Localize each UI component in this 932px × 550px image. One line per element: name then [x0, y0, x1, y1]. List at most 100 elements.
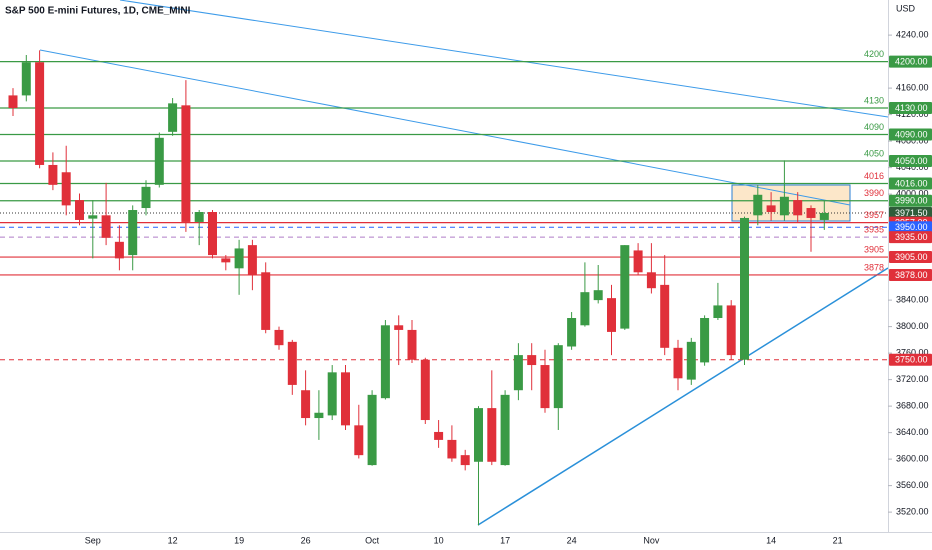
price-tag-label: 3971.50 — [895, 208, 928, 218]
candle-body — [394, 325, 404, 330]
candle-body — [420, 359, 430, 421]
level-label: 4200 — [864, 49, 884, 59]
price-tags: 4200.00 4130.00 4090.00 4050.00 4016.00 3990.… — [889, 55, 932, 366]
price-tag — [889, 128, 932, 141]
y-tick-label: 3840.00 — [896, 294, 929, 304]
candle-body — [8, 95, 18, 108]
candle-body — [247, 245, 257, 275]
candle-body — [261, 272, 271, 330]
trend-line — [119, 0, 889, 118]
candle-body — [327, 372, 337, 416]
candle-body — [713, 305, 723, 319]
price-tag-label: 3878.00 — [895, 270, 928, 280]
candle-body — [513, 355, 523, 391]
candle-body — [407, 329, 417, 360]
y-tick-label: 3680.00 — [896, 400, 929, 410]
candle-body — [567, 318, 577, 347]
price-tag — [889, 177, 932, 190]
trend-line — [39, 49, 851, 206]
x-tick-label: 24 — [567, 535, 577, 545]
candle-body — [367, 394, 377, 466]
candle-body — [301, 390, 311, 419]
price-tag — [889, 194, 932, 207]
price-tag-label: 3950.00 — [895, 222, 928, 232]
candles — [8, 50, 829, 526]
candle-body — [48, 164, 58, 185]
level-label: 4090 — [864, 122, 884, 132]
price-tag-label: 3905.00 — [895, 252, 928, 262]
level-label: 4050 — [864, 148, 884, 158]
candle-body — [234, 248, 244, 269]
price-tag-label: 4050.00 — [895, 156, 928, 166]
price-tag — [889, 206, 932, 219]
level-label: 3935 — [864, 225, 884, 235]
x-tick-label: Sep — [85, 535, 101, 545]
candle-body — [474, 408, 483, 462]
candle-body — [819, 212, 829, 220]
x-tick-label: 10 — [434, 535, 444, 545]
candle-body — [221, 258, 231, 263]
support-line — [477, 267, 889, 526]
x-tick-label: Oct — [365, 535, 380, 545]
price-tag-label: 3935.00 — [895, 232, 928, 242]
x-tick-label: 21 — [833, 535, 843, 545]
candle-body — [61, 172, 71, 206]
candle-body — [341, 372, 350, 426]
x-tick-label: Nov — [643, 535, 660, 545]
candle-body — [633, 250, 643, 273]
y-tick-label: 3560.00 — [896, 480, 929, 490]
x-tick-label: 26 — [301, 535, 311, 545]
y-tick-label: 4160.00 — [896, 82, 929, 92]
candle-body — [447, 439, 457, 459]
y-tick-label: 3720.00 — [896, 374, 929, 384]
candle-body — [141, 186, 151, 209]
candle-body — [88, 215, 98, 219]
candle-body — [580, 292, 590, 326]
price-tag-label: 3990.00 — [895, 196, 928, 206]
y-tick-label: 4240.00 — [896, 29, 929, 39]
x-tick-label: 14 — [766, 535, 776, 545]
candle-body — [114, 241, 124, 259]
candle-body — [35, 62, 45, 165]
candle-body — [354, 425, 364, 456]
candle-body — [154, 137, 164, 185]
candle-body — [553, 345, 563, 409]
candle-body — [660, 284, 670, 348]
level-label: 3905 — [864, 244, 884, 254]
x-tick-label: 12 — [168, 535, 178, 545]
candle-body — [434, 431, 444, 440]
candle-body — [700, 318, 710, 363]
price-tag — [889, 55, 932, 68]
price-tag — [889, 154, 932, 167]
candle-body — [740, 217, 749, 360]
candle-body — [753, 194, 763, 216]
y-tick-label: 3800.00 — [896, 321, 929, 331]
range-box — [731, 184, 851, 222]
price-tag — [889, 268, 932, 281]
y-tick-label: 4080.00 — [896, 135, 929, 145]
price-tag-label: 4130.00 — [895, 103, 928, 113]
candle-body — [646, 272, 656, 289]
y-tick-label: 3520.00 — [896, 506, 929, 516]
y-tick-label: 3760.00 — [896, 347, 929, 357]
candle-body — [181, 105, 191, 222]
price-tag — [889, 221, 932, 234]
candle-body — [766, 205, 776, 213]
price-tag — [889, 231, 932, 244]
price-tag-label: 3750.00 — [895, 355, 928, 365]
candle-body — [460, 455, 470, 466]
candle-body — [21, 62, 31, 96]
candle-body — [607, 298, 616, 332]
y-tick-label: 4000.00 — [896, 188, 929, 198]
chart-title: S&P 500 E-mini Futures, 1D, CME_MINI — [5, 6, 191, 17]
candle-body — [593, 290, 603, 301]
price-tag — [889, 353, 932, 366]
candle-body — [540, 365, 550, 409]
candle-body — [793, 200, 803, 216]
candle-body — [128, 210, 138, 256]
price-tag-label: 4200.00 — [895, 56, 928, 66]
price-axis: 4240.00 4160.00 4120.00 4080.00 4040.00 4000.… — [888, 29, 929, 516]
price-tag-label: 4090.00 — [895, 129, 928, 139]
x-tick-label: 17 — [500, 535, 510, 545]
